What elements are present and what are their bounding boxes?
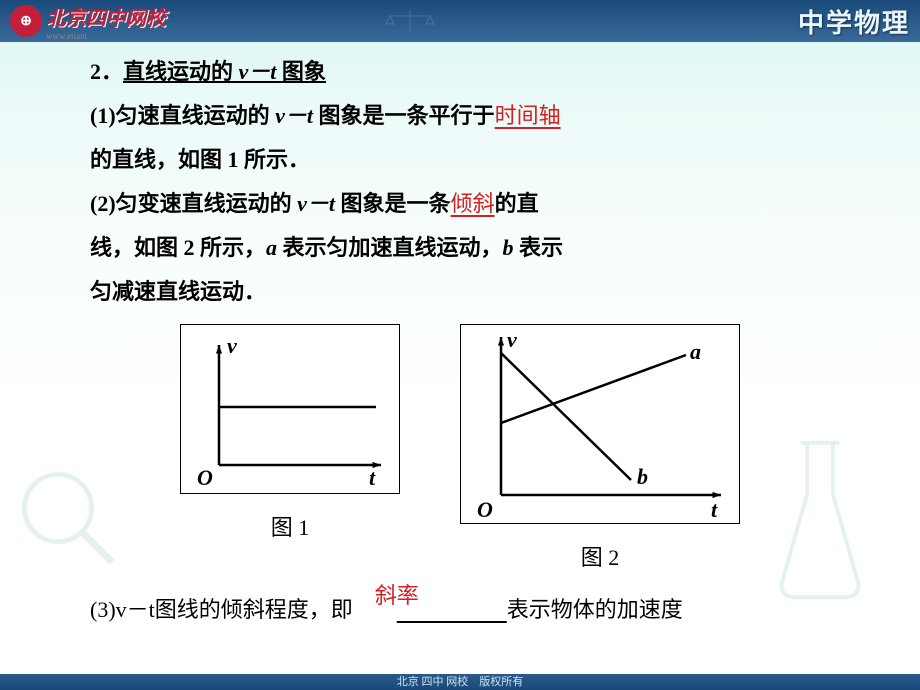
footer-text: 北京 四中 网校 版权所有 (397, 676, 524, 688)
p2-var: v－t (297, 191, 335, 216)
chart-2-block: v t Oa b 图 2 (460, 324, 740, 580)
svg-text:v: v (507, 327, 517, 352)
p2-prefix: (2)匀变速直线运动的 (90, 191, 297, 216)
chart-1-svg: v t O (180, 324, 400, 494)
p1-mid: 图象是一条平行于 (313, 103, 495, 128)
svg-text:t: t (711, 497, 718, 522)
section-number: 2． (90, 59, 123, 84)
logo-url: www.etiant (46, 31, 166, 41)
banner-title: 中学物理 (798, 3, 910, 40)
paragraph-2-line3: 匀减速直线运动． (90, 270, 830, 314)
paragraph-1-line2: 的直线，如图 1 所示． (90, 138, 830, 182)
logo-main-text: 北京四中网校 (46, 2, 166, 31)
svg-text:O: O (197, 465, 213, 490)
paragraph-1-line1: (1)匀速直线运动的 v－t 图象是一条平行于时间轴 (90, 94, 830, 138)
section-heading: 2．直线运动的 v－t 图象 (90, 50, 830, 94)
svg-text:v: v (227, 333, 237, 358)
p3-prefix: (3)v－t图线的倾斜程度，即 (90, 597, 353, 622)
p2-suffix: 的直 (495, 191, 539, 216)
footer: 北京 四中 网校 版权所有 (0, 674, 920, 690)
charts-row: v t O 图 1 v t Oa b 图 2 (90, 324, 830, 580)
balance-icon (380, 8, 440, 34)
p1-answer: 时间轴 (495, 103, 561, 128)
chart-2-caption: 图 2 (581, 536, 620, 580)
paragraph-2-line2: 线，如图 2 所示，a 表示匀加速直线运动，b 表示 (90, 226, 830, 270)
logo-symbol: ⊕ (20, 13, 32, 30)
svg-text:O: O (477, 497, 493, 522)
p2-answer: 倾斜 (451, 191, 495, 216)
logo-icon: ⊕ (10, 5, 42, 37)
top-banner: ⊕ 北京四中网校 www.etiant 中学物理 (0, 0, 920, 42)
p1-var: v－t (275, 103, 313, 128)
p3-suffix: 表示物体的加速度 (507, 597, 683, 622)
logo-area: ⊕ 北京四中网校 www.etiant (10, 2, 166, 41)
content-area: 2．直线运动的 v－t 图象 (1)匀速直线运动的 v－t 图象是一条平行于时间… (0, 42, 920, 632)
logo-text-block: 北京四中网校 www.etiant (46, 2, 166, 41)
p1-prefix: (1)匀速直线运动的 (90, 103, 275, 128)
p2-mid: 图象是一条 (335, 191, 451, 216)
chart-1-caption: 图 1 (271, 506, 310, 550)
svg-text:t: t (369, 465, 376, 490)
svg-text:a: a (690, 339, 701, 364)
paragraph-3: (3)v－t图线的倾斜程度，即斜率 表示物体的加速度 (90, 588, 830, 632)
svg-text:b: b (637, 464, 648, 489)
chart-2-svg: v t Oa b (460, 324, 740, 524)
section-title-text: 直线运动的 v－t 图象 (123, 59, 326, 84)
paragraph-2-line1: (2)匀变速直线运动的 v－t 图象是一条倾斜的直 (90, 182, 830, 226)
chart-1-block: v t O 图 1 (180, 324, 400, 580)
p3-answer: 斜率 (375, 583, 419, 608)
